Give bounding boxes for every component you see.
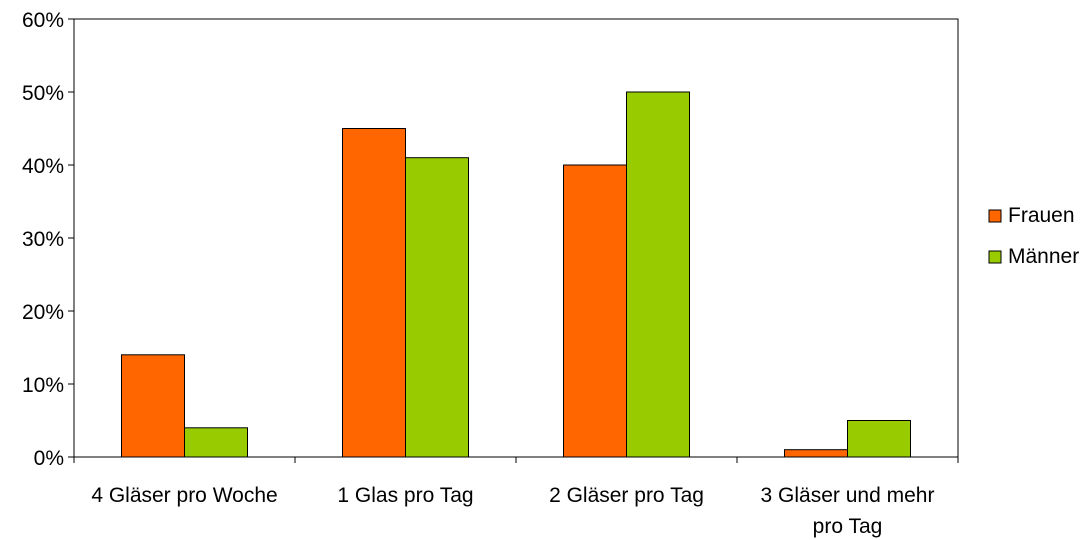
y-tick-label: 50%: [22, 82, 64, 105]
bar-maenner: [405, 157, 469, 458]
y-tick-label: 0%: [34, 447, 64, 470]
legend: Frauen Männer: [988, 204, 1079, 268]
y-tick-label: 60%: [22, 9, 64, 32]
legend-label: Frauen: [1008, 204, 1075, 227]
x-tick-label: 2 Gläser pro Tag: [549, 484, 704, 507]
y-tick-label: 20%: [22, 301, 64, 324]
bar-maenner: [626, 91, 690, 458]
y-tick-label: 30%: [22, 228, 64, 251]
x-tick-label-line: 2 Gläser pro Tag: [549, 484, 704, 507]
x-tick-label: 1 Glas pro Tag: [337, 484, 473, 507]
bar-frauen: [121, 354, 185, 458]
y-tick-label: 40%: [22, 155, 64, 178]
x-tick-label: 3 Gläser und mehr pro Tag: [761, 484, 935, 538]
x-tick-label-line: 3 Gläser und mehr: [761, 484, 935, 507]
legend-swatch: [988, 209, 1002, 223]
x-tick-label-line: pro Tag: [813, 515, 883, 538]
y-axis: 0% 10% 20% 30% 40% 50% 60%: [22, 9, 74, 470]
bar-frauen: [563, 164, 627, 458]
plot-border: [73, 18, 959, 458]
bar-series: [121, 91, 911, 458]
plot-area: [73, 18, 959, 458]
x-tick-label: 4 Gläser pro Woche: [91, 484, 277, 507]
bar-maenner: [184, 427, 248, 458]
x-tick-label-line: 1 Glas pro Tag: [337, 484, 473, 507]
legend-swatch: [988, 250, 1002, 264]
y-tick-label: 10%: [22, 374, 64, 397]
legend-label: Männer: [1008, 245, 1079, 268]
x-axis: 4 Gläser pro Woche 1 Glas pro Tag 2 Gläser…: [73, 457, 959, 538]
x-tick-label-line: 4 Gläser pro Woche: [91, 484, 277, 507]
bar-frauen: [342, 128, 406, 458]
bar-frauen: [784, 449, 848, 458]
bar-maenner: [847, 420, 911, 458]
